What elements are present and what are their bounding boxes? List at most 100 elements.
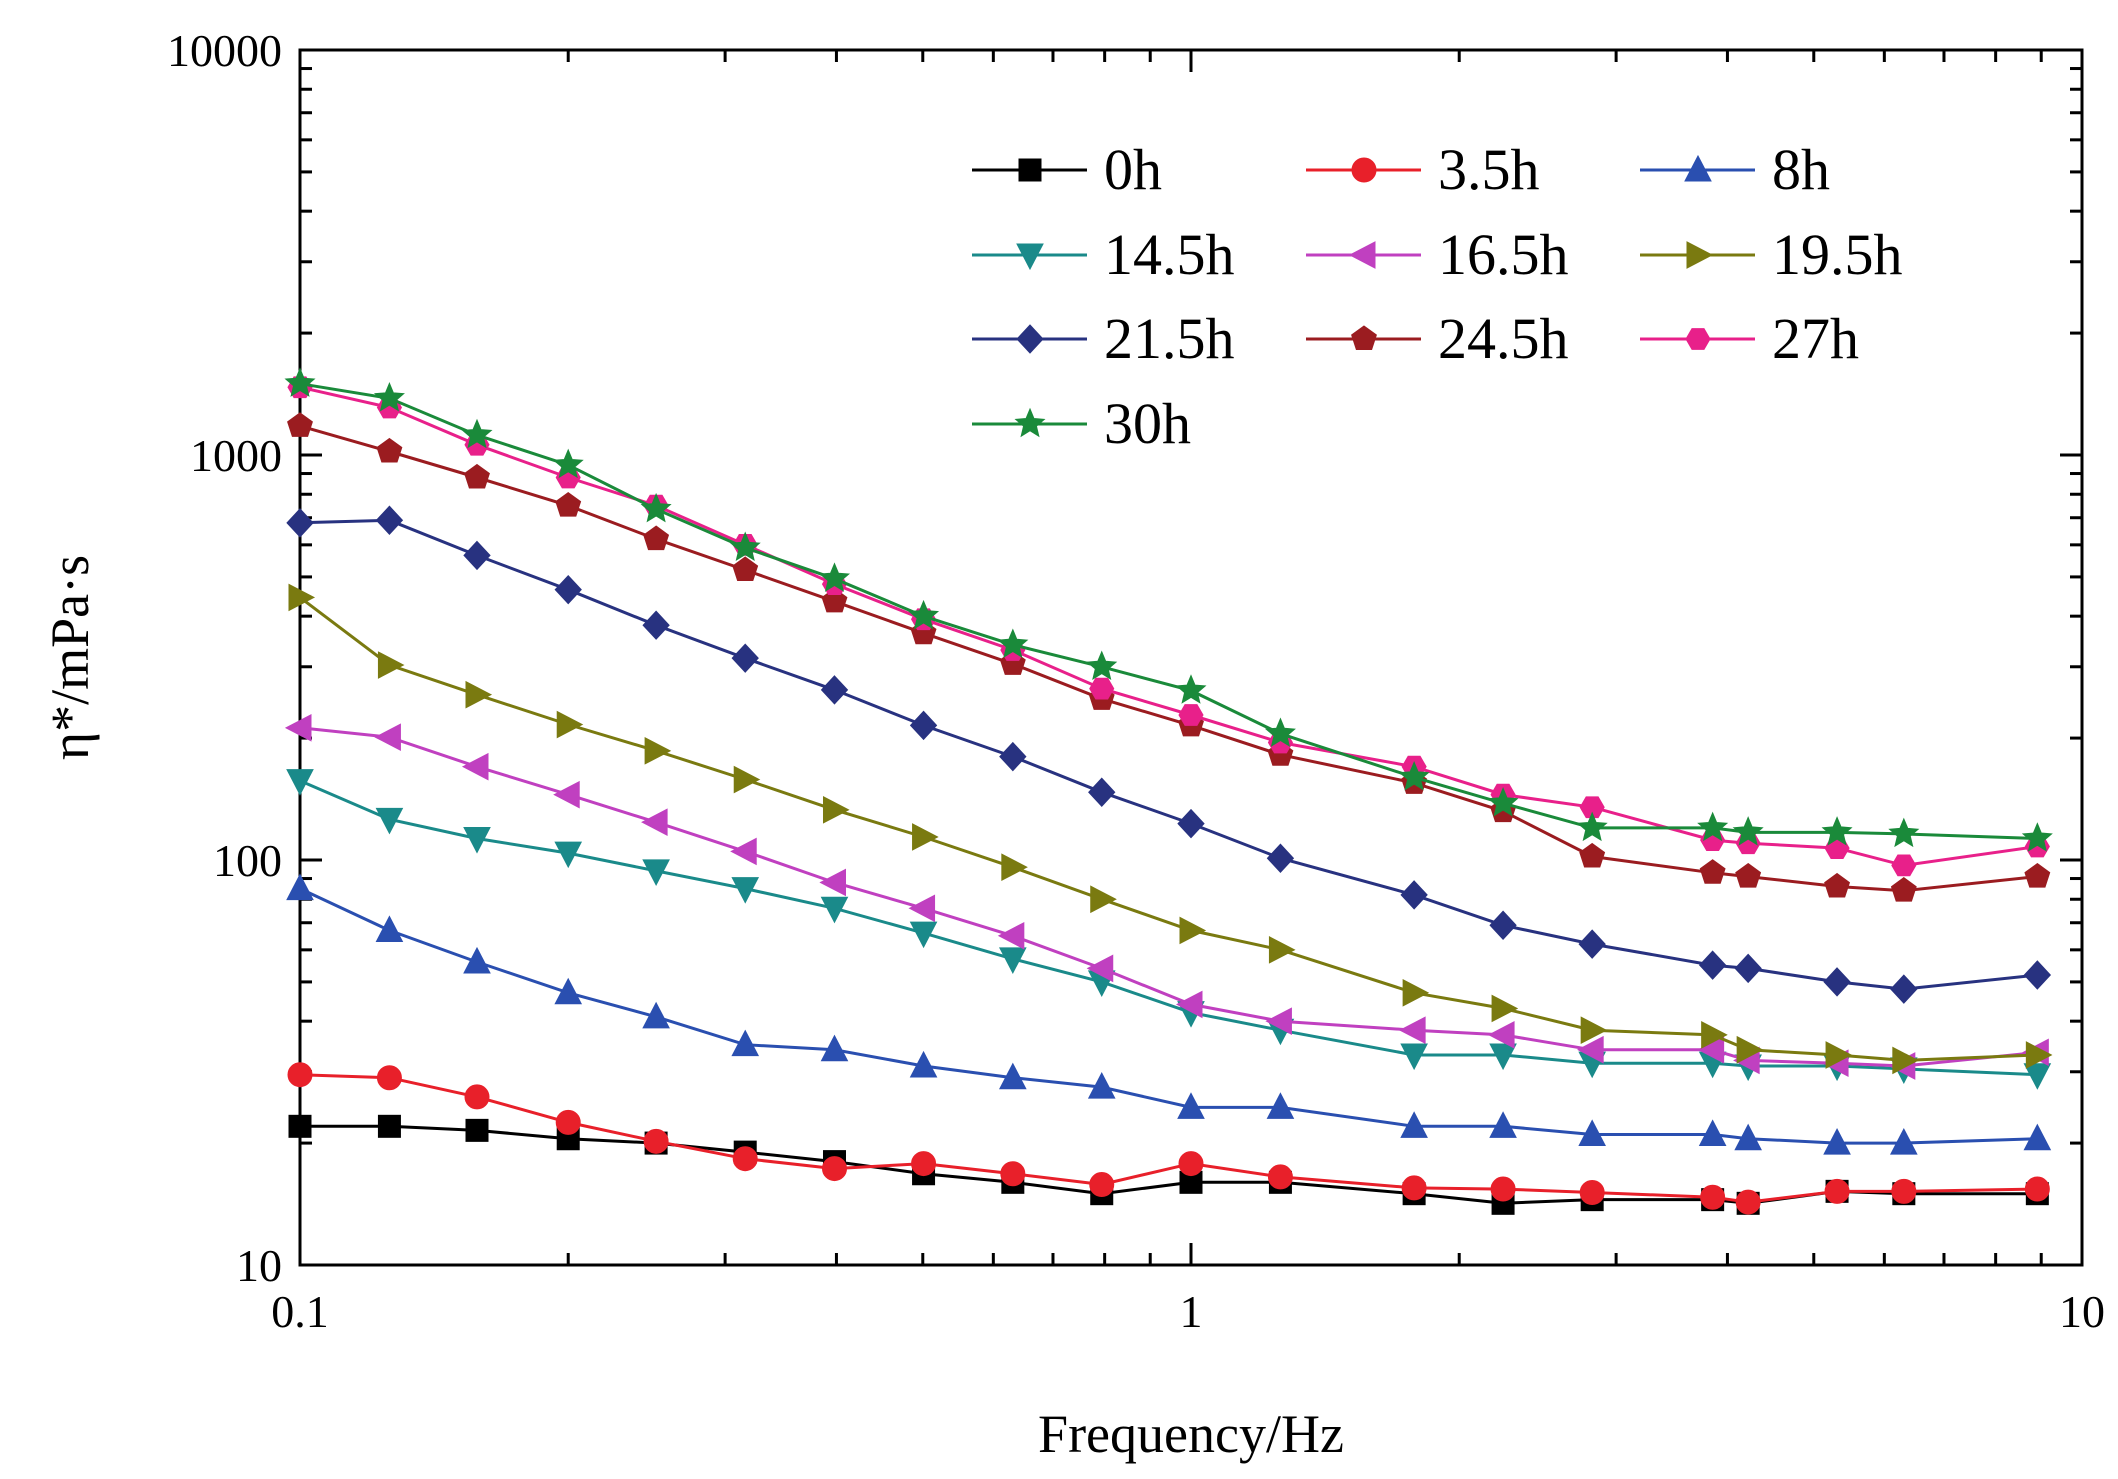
data-point-21.5h [1890,974,1918,1004]
data-point-19.5h [1402,978,1430,1007]
data-point-30h [1487,787,1519,817]
data-point-30h [1576,811,1608,842]
data-point-30h [2021,822,2053,852]
data-point-16.5h [1577,1035,1604,1064]
legend-marker [1014,407,1046,438]
data-point-30h [818,562,850,592]
data-point-8h [286,873,314,901]
data-point-30h [1264,717,1296,747]
data-point-8h [731,1029,760,1057]
data-point-16.5h [461,752,489,781]
data-point-3.5h [1579,1180,1605,1206]
legend-item-14.5h: 14.5h [972,222,1235,287]
axes-group: 0.1 1 10 10 100 1000 10000 [167,25,2105,1337]
data-point-8h [642,1001,670,1029]
data-point-27h [1891,854,1917,877]
data-point-16.5h [1399,1016,1426,1045]
x-tick-label: 10 [2059,1286,2105,1337]
data-point-16.5h [1487,1021,1515,1049]
data-point-8h [1823,1127,1851,1155]
data-point-21.5h [1823,967,1851,997]
data-point-21.5h [1489,910,1517,941]
data-point-19.5h [1701,1021,1728,1049]
data-point-3.5h [376,1065,402,1091]
data-point-14.5h [731,877,760,904]
legend-marker [1685,328,1711,350]
data-point-21.5h [286,508,314,538]
series-0h [288,1114,2049,1215]
data-point-14.5h [1489,1043,1517,1071]
data-point-30h [908,599,940,630]
data-point-8h [1400,1111,1428,1138]
data-point-27h [1089,677,1115,700]
data-point-24.5h [1824,872,1851,898]
data-point-3.5h [821,1156,847,1182]
series-line-8h [299,887,2038,1145]
legend-item-24.5h: 24.5h [1306,306,1569,371]
series-8h [286,873,2052,1155]
data-point-24.5h [1699,859,1726,884]
data-point-3.5h [287,1062,313,1088]
data-point-8h [820,1034,849,1062]
series-line-14.5h [299,779,2038,1077]
data-point-14.5h [554,841,583,869]
data-point-21.5h [1266,843,1295,873]
data-point-19.5h [288,583,316,612]
series-19.5h [288,583,2053,1075]
series-line-16.5h [299,726,2038,1068]
data-point-8h [1087,1071,1116,1099]
x-axis-label: Frequency/Hz [1038,1404,1344,1464]
legend-item-27h: 27h [1640,306,1859,371]
data-point-19.5h [465,680,493,709]
x-tick-label: 1 [1180,1286,1203,1337]
data-point-16.5h [374,723,401,752]
data-point-0h [377,1114,401,1138]
data-point-8h [1177,1092,1205,1119]
data-point-19.5h [1736,1035,1764,1064]
data-point-30h [552,448,584,479]
series-24.5h [287,412,2051,902]
data-point-8h [1266,1092,1295,1119]
data-point-21.5h [1400,880,1428,910]
data-point-21.5h [1088,777,1116,807]
legend-item-3.5h: 3.5h [1306,137,1540,202]
legend-label: 16.5h [1438,222,1569,287]
legend-label: 30h [1104,391,1191,456]
data-point-24.5h [732,556,759,582]
data-point-16.5h [819,868,846,897]
legend-label: 21.5h [1104,306,1235,371]
series-14.5h [286,769,2052,1090]
data-point-16.5h [908,894,936,923]
data-point-21.5h [909,710,938,741]
data-point-8h [1734,1123,1762,1151]
legend-marker [1018,158,1042,182]
data-point-30h [1086,650,1118,680]
data-point-21.5h [554,574,582,605]
data-point-3.5h [1267,1164,1293,1190]
data-point-30h [997,628,1029,658]
data-point-27h [1178,704,1204,726]
data-point-0h [288,1114,312,1138]
legend-label: 3.5h [1438,137,1540,202]
legend-item-19.5h: 19.5h [1640,222,1903,287]
data-point-30h [640,492,672,523]
series-16.5h [284,714,2049,1080]
data-point-24.5h [555,491,582,517]
series-3.5h [287,1062,2050,1215]
legend-item-0h: 0h [972,137,1162,202]
data-point-21.5h [1698,950,1727,980]
data-point-3.5h [1178,1151,1204,1177]
data-point-27h [1579,796,1605,819]
data-point-3.5h [1700,1184,1726,1210]
data-point-3.5h [1824,1178,1850,1204]
data-point-16.5h [1086,954,1114,983]
data-point-16.5h [284,714,312,742]
data-point-8h [1890,1127,1918,1155]
data-point-3.5h [643,1128,669,1154]
series-30h [284,367,2053,852]
data-point-3.5h [555,1109,581,1135]
data-point-24.5h [464,463,490,489]
data-point-16.5h [730,837,757,866]
data-point-8h [2023,1123,2052,1151]
data-point-8h [999,1062,1027,1090]
